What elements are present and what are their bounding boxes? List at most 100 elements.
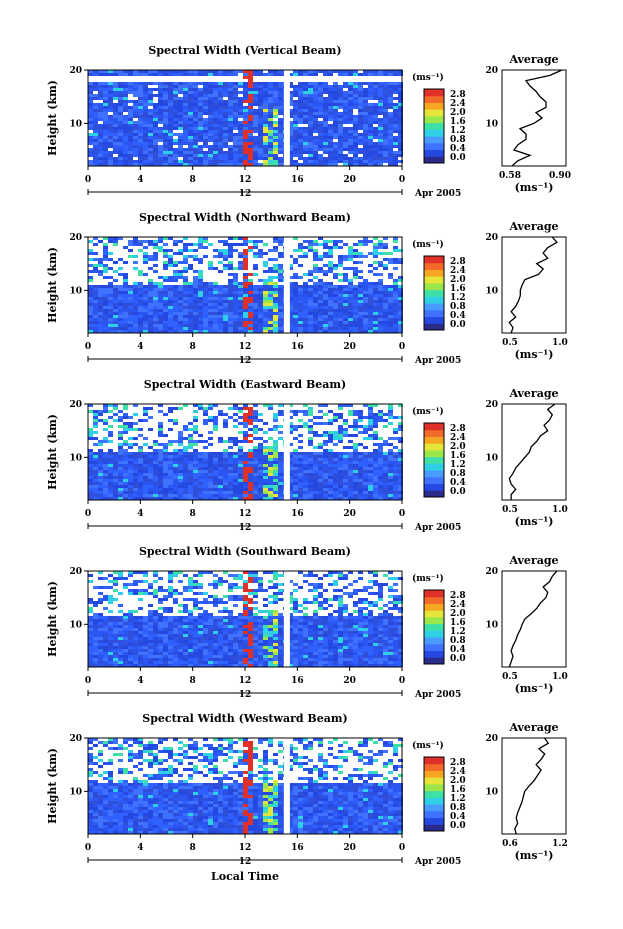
heatmap-cell (208, 482, 213, 485)
heatmap-cell (153, 264, 158, 267)
heatmap-cell (298, 425, 303, 428)
heatmap-cell (293, 467, 298, 470)
heatmap-cell (103, 264, 108, 267)
heatmap-cell (128, 121, 133, 124)
heatmap-cell (393, 428, 398, 431)
heatmap-cell (303, 127, 308, 130)
heatmap-cell (348, 497, 353, 500)
heatmap-cell (178, 318, 183, 321)
heatmap-cell (353, 157, 358, 160)
heatmap-cell (363, 324, 368, 327)
heatmap-cell (143, 413, 148, 416)
heatmap-cell (103, 130, 108, 133)
heatmap-cell (323, 291, 328, 294)
heatmap-cell (368, 130, 373, 133)
heatmap-cell (328, 246, 333, 249)
heatmap-cell (398, 303, 403, 306)
colorbar-swatch (424, 443, 444, 451)
heatmap-cell (368, 124, 373, 127)
data-gap (283, 404, 290, 500)
heatmap-cell (198, 100, 203, 103)
heatmap-cell (268, 145, 273, 148)
heatmap-cell (193, 321, 198, 324)
heatmap-cell (143, 476, 148, 479)
heatmap-cell (98, 646, 103, 649)
heatmap-cell (188, 470, 193, 473)
heatmap-cell (303, 118, 308, 121)
colorbar-frame (423, 88, 445, 164)
heatmap-cell (188, 285, 193, 288)
heatmap-cell (163, 139, 168, 142)
heatmap-cell (263, 163, 268, 166)
heatmap-cell (318, 482, 323, 485)
heatmap-cell (328, 151, 333, 154)
heatmap-cell (363, 127, 368, 130)
heatmap-cell (98, 658, 103, 661)
heatmap-cell (143, 82, 148, 85)
heatmap-cell (273, 306, 278, 309)
heatmap-cell (193, 309, 198, 312)
heatmap-cell (173, 285, 178, 288)
heatmap-cell (258, 97, 263, 100)
heatmap-cell (328, 267, 333, 270)
heatmap-cell (343, 121, 348, 124)
heatmap-cell (193, 243, 198, 246)
heatmap-cell (153, 145, 158, 148)
heatmap-cell (348, 106, 353, 109)
heatmap-cell (178, 252, 183, 255)
heatmap-cell (258, 318, 263, 321)
colorbar-tick-label: 1.6 (450, 284, 466, 294)
heatmap-cell (133, 476, 138, 479)
heatmap-cell (303, 315, 308, 318)
heatmap-cell (233, 324, 238, 327)
heatmap-cell (333, 285, 338, 288)
heatmap-cell (173, 482, 178, 485)
heatmap-cell (258, 279, 263, 282)
heatmap-cell (353, 306, 358, 309)
heatmap-cell (373, 151, 378, 154)
heatmap-cell (238, 130, 243, 133)
heatmap-cell (318, 485, 323, 488)
heatmap-cell (318, 237, 323, 240)
heatmap-cell (333, 130, 338, 133)
heatmap-cell (303, 461, 308, 464)
heatmap-cell (118, 97, 123, 100)
heatmap-cell (398, 109, 403, 112)
heatmap-cell (178, 491, 183, 494)
heatmap-cell (308, 303, 313, 306)
heatmap-cell (268, 73, 273, 76)
heatmap-cell (268, 142, 273, 145)
heatmap-cell (143, 324, 148, 327)
heatmap-cell (238, 163, 243, 166)
heatmap-cell (278, 82, 283, 85)
heatmap-cell (223, 425, 228, 428)
heatmap-cell (318, 404, 323, 407)
heatmap-cell (378, 455, 383, 458)
heatmap-cell (153, 458, 158, 461)
heatmap-cell (348, 94, 353, 97)
heatmap-cell (208, 473, 213, 476)
heatmap-cell (198, 497, 203, 500)
heatmap-cell (398, 127, 403, 130)
heatmap-cell (373, 160, 378, 163)
heatmap-cell (98, 628, 103, 631)
heatmap-cell (293, 151, 298, 154)
heatmap-cell (373, 443, 378, 446)
heatmap-cell (298, 440, 303, 443)
heatmap-cell (373, 324, 378, 327)
heatmap-cell (203, 142, 208, 145)
heatmap-cell (398, 288, 403, 291)
heatmap-cell (243, 324, 248, 327)
heatmap-cell (318, 103, 323, 106)
heatmap-cell (98, 73, 103, 76)
heatmap-cell (218, 255, 223, 258)
heatmap-cell (398, 461, 403, 464)
heatmap-cell (273, 425, 278, 428)
heatmap-cell (193, 494, 198, 497)
heatmap-cell (103, 237, 108, 240)
heatmap-cell (103, 103, 108, 106)
heatmap-cell (398, 464, 403, 467)
heatmap-cell (343, 476, 348, 479)
heatmap-cell (338, 142, 343, 145)
heatmap-cell (378, 443, 383, 446)
